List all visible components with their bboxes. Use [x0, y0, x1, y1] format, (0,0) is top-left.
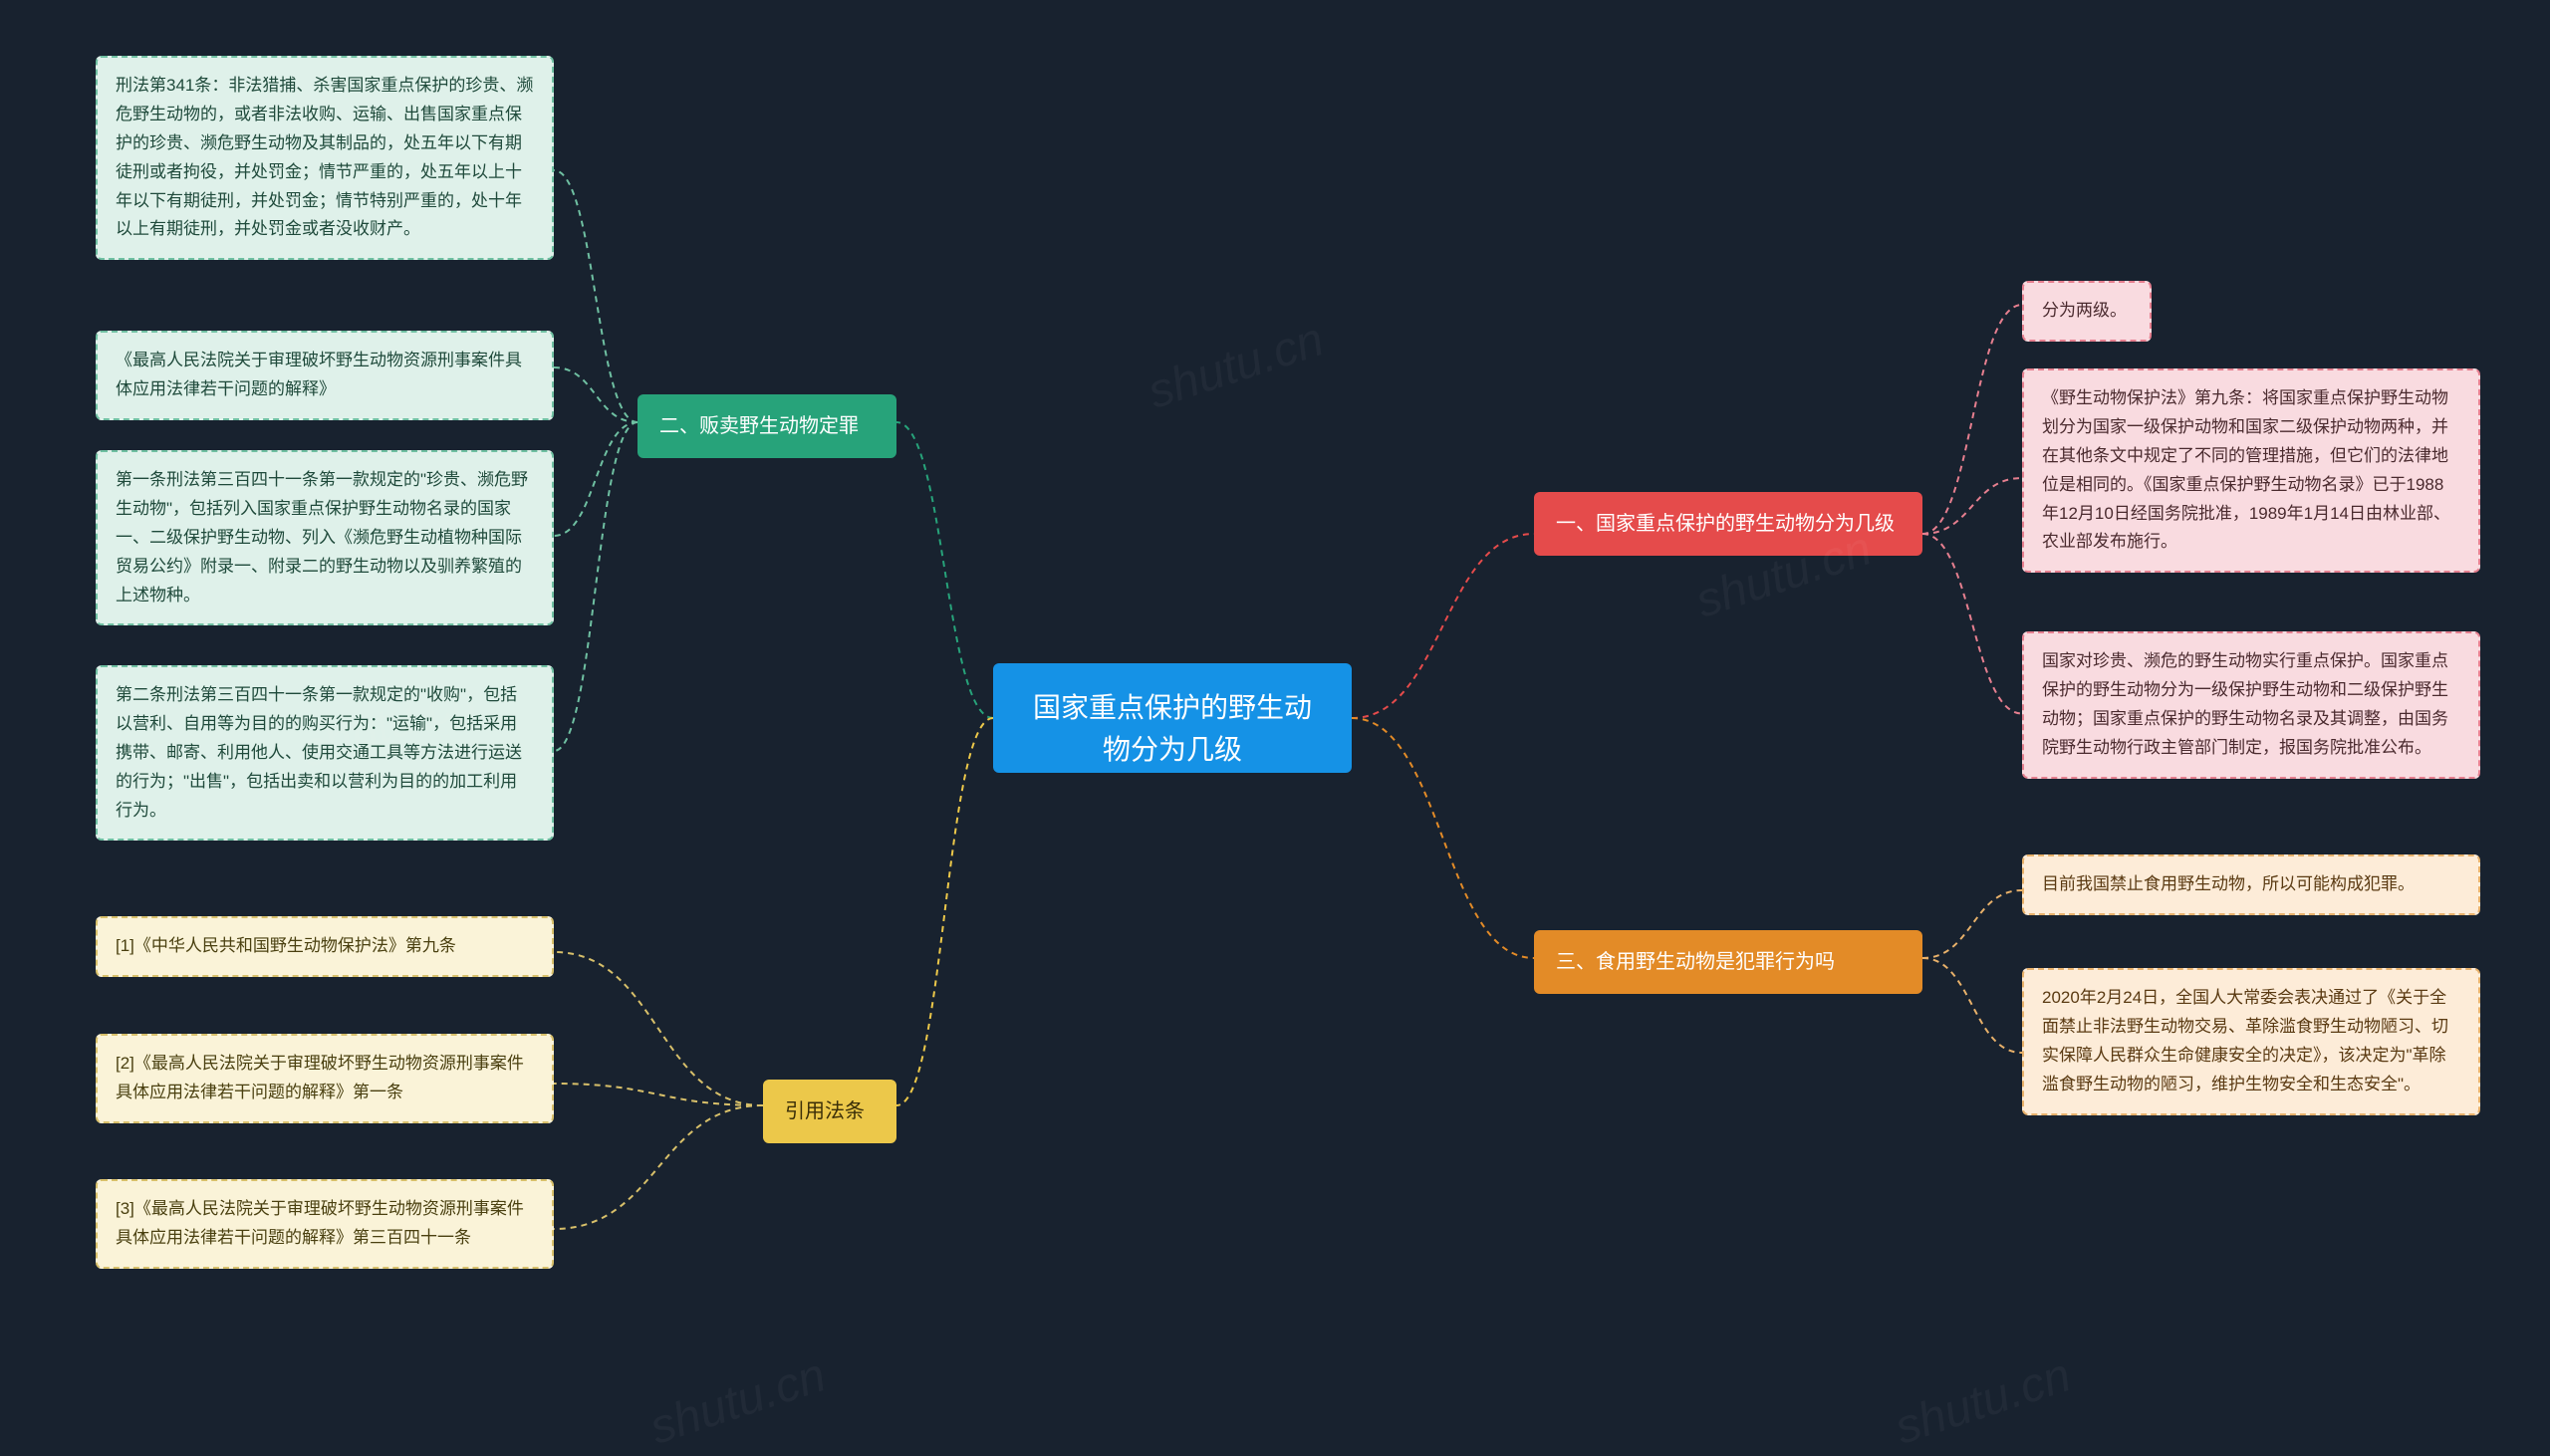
branch-b3: 三、食用野生动物是犯罪行为吗 — [1534, 930, 1922, 994]
branch-b2: 二、贩卖野生动物定罪 — [638, 394, 896, 458]
leaf-b1-1: 《野生动物保护法》第九条：将国家重点保护野生动物划分为国家一级保护动物和国家二级… — [2022, 368, 2480, 573]
watermark: shutu.cn — [643, 1347, 833, 1455]
leaf-bref-1: [2]《最高人民法院关于审理破坏野生动物资源刑事案件具体应用法律若干问题的解释》… — [96, 1034, 554, 1123]
leaf-b1-2: 国家对珍贵、濒危的野生动物实行重点保护。国家重点保护的野生动物分为一级保护野生动… — [2022, 631, 2480, 779]
leaf-b1-0: 分为两级。 — [2022, 281, 2152, 342]
leaf-b2-2: 第一条刑法第三百四十一条第一款规定的"珍贵、濒危野生动物"，包括列入国家重点保护… — [96, 450, 554, 625]
leaf-b2-0: 刑法第341条：非法猎捕、杀害国家重点保护的珍贵、濒危野生动物的，或者非法收购、… — [96, 56, 554, 260]
branch-bref: 引用法条 — [763, 1080, 896, 1143]
branch-b1: 一、国家重点保护的野生动物分为几级 — [1534, 492, 1922, 556]
watermark: shutu.cn — [1142, 312, 1331, 419]
center-node: 国家重点保护的野生动物分为几级 — [993, 663, 1352, 773]
leaf-b3-0: 目前我国禁止食用野生动物，所以可能构成犯罪。 — [2022, 854, 2480, 915]
leaf-bref-2: [3]《最高人民法院关于审理破坏野生动物资源刑事案件具体应用法律若干问题的解释》… — [96, 1179, 554, 1269]
leaf-b2-1: 《最高人民法院关于审理破坏野生动物资源刑事案件具体应用法律若干问题的解释》 — [96, 331, 554, 420]
watermark: shutu.cn — [1889, 1347, 2078, 1455]
leaf-b2-3: 第二条刑法第三百四十一条第一款规定的"收购"，包括以营利、自用等为目的的购买行为… — [96, 665, 554, 841]
leaf-b3-1: 2020年2月24日，全国人大常委会表决通过了《关于全面禁止非法野生动物交易、革… — [2022, 968, 2480, 1115]
leaf-bref-0: [1]《中华人民共和国野生动物保护法》第九条 — [96, 916, 554, 977]
